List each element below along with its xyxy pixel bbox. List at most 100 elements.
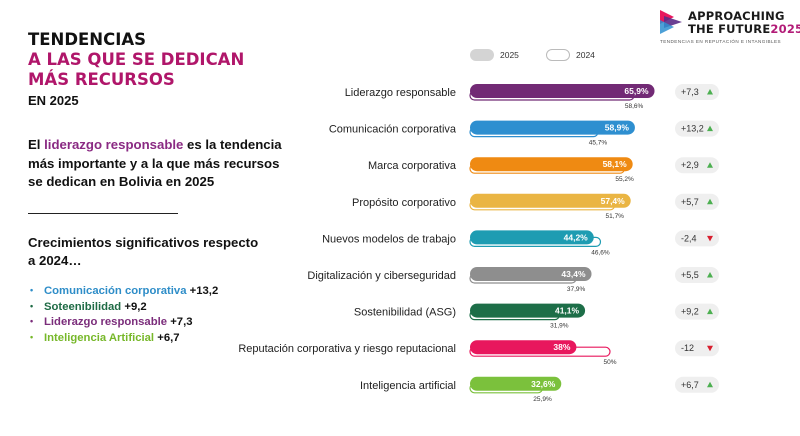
value-label-2024: 46,6%: [591, 249, 610, 256]
delta-value: -2,4: [681, 233, 697, 243]
logo-mark-icon: [660, 10, 682, 34]
category-label: Sostenibilidad (ASG): [354, 307, 456, 319]
divider: [28, 213, 178, 214]
category-label: Marca corporativa: [368, 160, 457, 172]
delta-badge: [675, 340, 719, 357]
arrow-down-icon: [707, 345, 713, 352]
bar-2025: [470, 340, 577, 355]
delta-value: -12: [681, 343, 694, 353]
value-label-2024: 45,7%: [589, 140, 608, 147]
delta-badge: [675, 157, 719, 174]
delta-value: +6,7: [681, 380, 699, 390]
bar-2025: [470, 230, 594, 245]
delta-badge: [675, 376, 719, 393]
category-label: Inteligencia artificial: [360, 380, 456, 392]
delta-value: +5,5: [681, 270, 699, 280]
bullet-icon: •: [30, 316, 34, 327]
logo-subtitle: TENDENCIAS EN REPUTACIÓN E INTANGIBLES: [660, 39, 782, 44]
delta-value: +9,2: [681, 307, 699, 317]
growth-list: • Comunicación corporativa +13,2 • Soteeni…: [30, 283, 218, 345]
growth-item-label: Liderazgo responsable: [44, 316, 168, 329]
value-label-2025: 58,9%: [605, 123, 630, 133]
bar-2025: [470, 157, 633, 172]
bar-2025: [470, 193, 631, 208]
value-label-2025: 58,1%: [603, 159, 628, 169]
value-label-2024: 37,9%: [567, 286, 586, 293]
arrow-up-icon: [707, 125, 713, 132]
value-label-2024: 50%: [603, 359, 616, 366]
delta-value: +7,3: [681, 87, 699, 97]
delta-badge: [675, 193, 719, 210]
value-label-2024: 31,9%: [550, 323, 569, 330]
title-line-3: MÁS RECURSOS: [28, 70, 175, 89]
growth-item: • Liderazgo responsable +7,3: [30, 314, 218, 330]
logo-line-2: THE FUTURE2025: [688, 22, 800, 36]
arrow-up-icon: [707, 272, 713, 278]
legend-label-2025: 2025: [500, 50, 519, 60]
growth-item: • Inteligencia Artificial +6,7: [30, 330, 218, 346]
value-label-2025: 57,4%: [601, 196, 626, 206]
bar-2025: [470, 376, 562, 391]
growth-item-value: +6,7: [157, 331, 180, 344]
bullet-icon: •: [30, 300, 34, 311]
logo-line-1: APPROACHING: [688, 9, 785, 23]
bullet-icon: •: [30, 331, 34, 342]
arrow-up-icon: [707, 381, 713, 388]
category-label: Comunicación corporativa: [329, 124, 457, 136]
value-label-2025: 65,9%: [624, 86, 649, 96]
delta-badge: [675, 303, 719, 320]
page-title: TENDENCIAS A LAS QUE SE DEDICAN MÁS RECU…: [28, 30, 244, 109]
lead-paragraph: El liderazgo responsable es la tendencia…: [28, 136, 288, 192]
delta-badge: [675, 120, 719, 137]
brand-logo: APPROACHING THE FUTURE2025 TENDENCIAS EN…: [660, 8, 800, 48]
category-label: Reputación corporativa y riesgo reputaci…: [238, 343, 456, 355]
category-label: Liderazgo responsable: [345, 87, 456, 99]
growth-item-label: Inteligencia Artificial: [44, 331, 155, 344]
growth-title: Crecimientos significativos respecto a 2…: [28, 235, 259, 268]
legend-swatch-2024: [546, 49, 570, 61]
lead-highlight: liderazgo responsable: [44, 137, 184, 152]
growth-item: • Soteenibilidad +9,2: [30, 299, 218, 315]
arrow-up-icon: [707, 162, 713, 168]
legend-swatch-2025: [470, 49, 494, 61]
arrow-up-icon: [707, 89, 713, 95]
category-label: Digitalización y ciberseguridad: [307, 270, 456, 282]
lead-post: es la tendencia más importante y a la qu…: [28, 137, 282, 189]
logo-year: 2025: [770, 22, 800, 36]
arrow-up-icon: [707, 198, 713, 205]
bullet-icon: •: [30, 285, 34, 295]
growth-item-label: Soteenibilidad: [44, 300, 122, 313]
value-label-2025: 44,2%: [564, 232, 589, 242]
bar-2025: [470, 84, 655, 98]
value-label-2024: 51,7%: [606, 213, 625, 220]
value-label-2025: 32,6%: [531, 379, 556, 389]
delta-value: +2,9: [681, 160, 699, 170]
title-line-4: EN 2025: [28, 93, 79, 108]
bar-2025: [470, 120, 635, 135]
lead-pre: El: [28, 137, 45, 152]
value-label-2024: 58,6%: [625, 103, 644, 110]
title-line-1: TENDENCIAS: [28, 30, 147, 49]
delta-value: +5,7: [681, 197, 699, 207]
bar-2025: [470, 303, 586, 318]
delta-badge: [675, 267, 719, 283]
growth-item-value: +9,2: [124, 300, 147, 313]
arrow-down-icon: [707, 235, 713, 242]
growth-item: • Comunicación corporativa +13,2: [30, 283, 218, 299]
value-label-2025: 43,4%: [561, 269, 586, 279]
title-line-2: A LAS QUE SE DEDICAN: [28, 50, 245, 69]
growth-item-value: +13,2: [189, 285, 219, 297]
bar-2025: [470, 267, 592, 281]
value-label-2024: 55,2%: [615, 176, 634, 183]
value-label-2024: 25,9%: [533, 396, 552, 403]
category-label: Propósito corporativo: [352, 197, 456, 209]
growth-item-label: Comunicación corporativa: [44, 285, 187, 297]
category-label: Nuevos modelos de trabajo: [322, 233, 456, 245]
value-label-2025: 38%: [553, 342, 570, 352]
legend-label-2024: 2024: [576, 50, 595, 60]
delta-badge: [675, 84, 719, 100]
arrow-up-icon: [707, 308, 713, 315]
growth-item-value: +7,3: [170, 316, 193, 329]
logo-line-2-text: THE FUTURE: [688, 22, 771, 36]
